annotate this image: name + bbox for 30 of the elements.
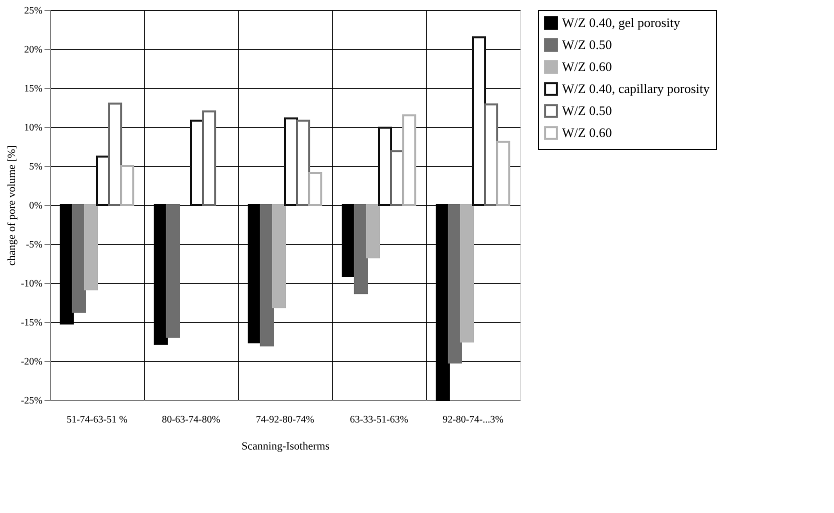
y-tick-label: 20% bbox=[24, 44, 42, 56]
legend-label: W/Z 0.60 bbox=[562, 125, 612, 140]
bar bbox=[460, 204, 474, 342]
y-tick-label: -15% bbox=[20, 318, 42, 328]
x-tick-label: 80-63-74-80% bbox=[162, 414, 220, 426]
legend-label: W/Z 0.50 bbox=[562, 37, 612, 52]
y-axis-title: change of pore volume [%] bbox=[6, 145, 18, 266]
y-tick-label: 25% bbox=[24, 6, 42, 16]
bar bbox=[84, 204, 98, 290]
y-tick-label: -5% bbox=[26, 240, 42, 250]
y-tick-label: 15% bbox=[24, 84, 42, 94]
y-tick-label: -20% bbox=[20, 356, 42, 368]
legend-label: W/Z 0.40, gel porosity bbox=[562, 15, 681, 30]
y-tick-label: -25% bbox=[20, 396, 42, 406]
bar bbox=[366, 204, 380, 258]
bar bbox=[272, 204, 286, 308]
y-tick-label: -10% bbox=[20, 278, 42, 290]
bar bbox=[166, 204, 180, 338]
legend-label: W/Z 0.40, capillary porosity bbox=[562, 81, 710, 96]
y-tick-label: 5% bbox=[29, 162, 42, 172]
legend-label: W/Z 0.50 bbox=[562, 103, 612, 118]
y-tick-label: 0% bbox=[29, 200, 42, 212]
x-axis-title: Scanning-Isotherms bbox=[242, 440, 330, 452]
y-tick-label: 10% bbox=[24, 122, 42, 134]
bar bbox=[354, 204, 368, 294]
x-tick-label: 92-80-74-...3% bbox=[442, 414, 504, 426]
x-tick-label: 51-74-63-51 % bbox=[66, 414, 128, 426]
x-tick-label: 63-33-51-63% bbox=[350, 414, 408, 426]
legend-label: W/Z 0.60 bbox=[562, 59, 612, 74]
x-tick-label: 74-92-80-74% bbox=[256, 414, 314, 426]
